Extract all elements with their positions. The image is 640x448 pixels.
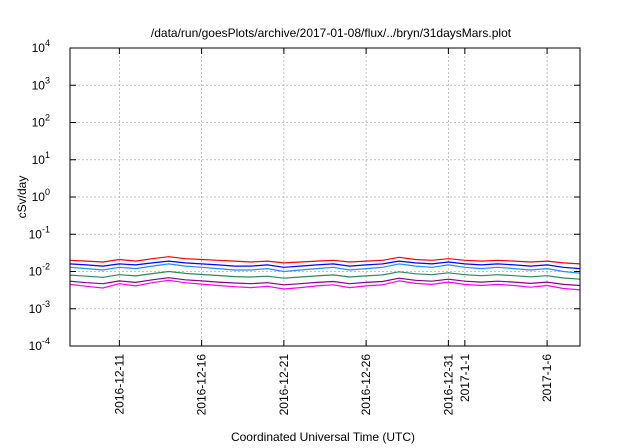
series-line-4 bbox=[69, 270, 581, 280]
series-line-1 bbox=[69, 256, 581, 265]
series-line-5 bbox=[69, 277, 581, 287]
y-tick-label: 10-3 bbox=[29, 299, 50, 316]
y-tick-label: 101 bbox=[32, 150, 50, 167]
series-line-3 bbox=[69, 263, 581, 274]
y-tick-label: 104 bbox=[32, 38, 50, 55]
x-tick-label: 2016-12-31 bbox=[441, 354, 455, 416]
y-axis: 10-4 10-3 10-2 10-1 100 101 102 103 104 bbox=[29, 38, 580, 353]
x-tick-label: 2017-1-1 bbox=[458, 354, 472, 402]
y-tick-label: 102 bbox=[32, 113, 50, 130]
grid-lines bbox=[70, 47, 580, 347]
y-tick-label: 103 bbox=[32, 75, 50, 92]
y-tick-label: 10-2 bbox=[29, 262, 50, 279]
x-axis: 2016-12-11 2016-12-16 2016-12-21 2016-12-26… bbox=[112, 48, 554, 415]
y-axis-label: cSv/day bbox=[15, 176, 29, 219]
series-line-6 bbox=[69, 279, 581, 291]
x-tick-label: 2016-12-11 bbox=[112, 354, 126, 415]
y-tick-label: 10-4 bbox=[29, 336, 50, 353]
x-tick-label: 2016-12-26 bbox=[359, 354, 373, 416]
y-tick-label: 100 bbox=[32, 187, 50, 204]
x-axis-label: Coordinated Universal Time (UTC) bbox=[231, 430, 415, 444]
x-tick-label: 2016-12-21 bbox=[277, 354, 291, 416]
series-line-2 bbox=[69, 260, 581, 270]
x-tick-label: 2016-12-16 bbox=[195, 354, 209, 416]
chart-title: /data/run/goesPlots/archive/2017-01-08/f… bbox=[151, 26, 512, 40]
x-tick-label: 2017-1-6 bbox=[540, 354, 554, 402]
series-lines bbox=[69, 256, 581, 291]
y-tick-label: 10-1 bbox=[29, 224, 50, 241]
